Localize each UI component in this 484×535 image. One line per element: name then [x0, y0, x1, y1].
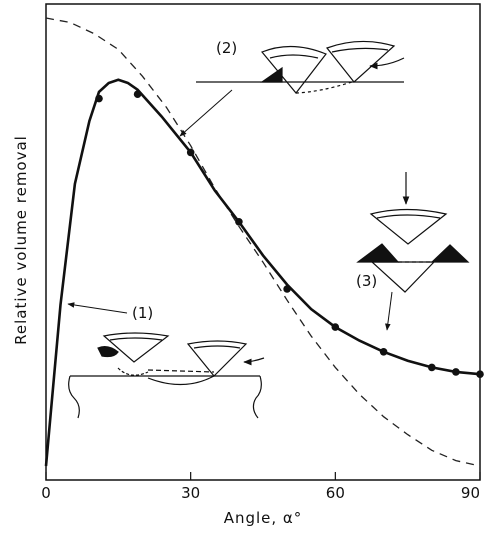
data-point-7	[428, 363, 436, 372]
data-point-1	[133, 90, 142, 98]
x-tick-label-0: 0	[41, 484, 51, 502]
x-tick-label-2: 60	[326, 484, 345, 502]
annotation-arrow-3	[385, 291, 393, 331]
x-axis-label: Angle, α°	[224, 509, 303, 527]
data-point-0	[95, 94, 103, 103]
schematic-1-illustration	[68, 332, 265, 419]
data-point-6	[379, 348, 388, 356]
plot-frame	[45, 3, 481, 481]
x-tick-label-1: 30	[181, 484, 200, 502]
annotation-label-2: (2)	[216, 39, 237, 57]
schematic-3-illustration	[356, 172, 470, 293]
x-ticks	[45, 472, 481, 480]
data-point-9	[476, 370, 484, 379]
annotation-arrow-1	[67, 302, 128, 314]
x-tick-label-3: 90	[461, 484, 480, 502]
annotation-label-1: (1)	[132, 304, 153, 322]
y-axis-label: Relative volume removal	[12, 135, 30, 345]
x-tick-labels: 0 30 60 90	[41, 484, 480, 502]
data-points	[95, 90, 484, 379]
series-line-solid	[44, 78, 481, 467]
data-point-3	[235, 218, 243, 226]
data-point-2	[186, 148, 195, 157]
annotation-label-3: (3)	[356, 272, 377, 290]
schematic-2-illustration	[196, 40, 405, 94]
series-line-dashed	[45, 17, 481, 467]
data-point-8	[452, 368, 460, 376]
data-point-5	[331, 323, 340, 331]
annotation-arrow-2	[179, 89, 233, 137]
data-point-4	[283, 285, 291, 293]
